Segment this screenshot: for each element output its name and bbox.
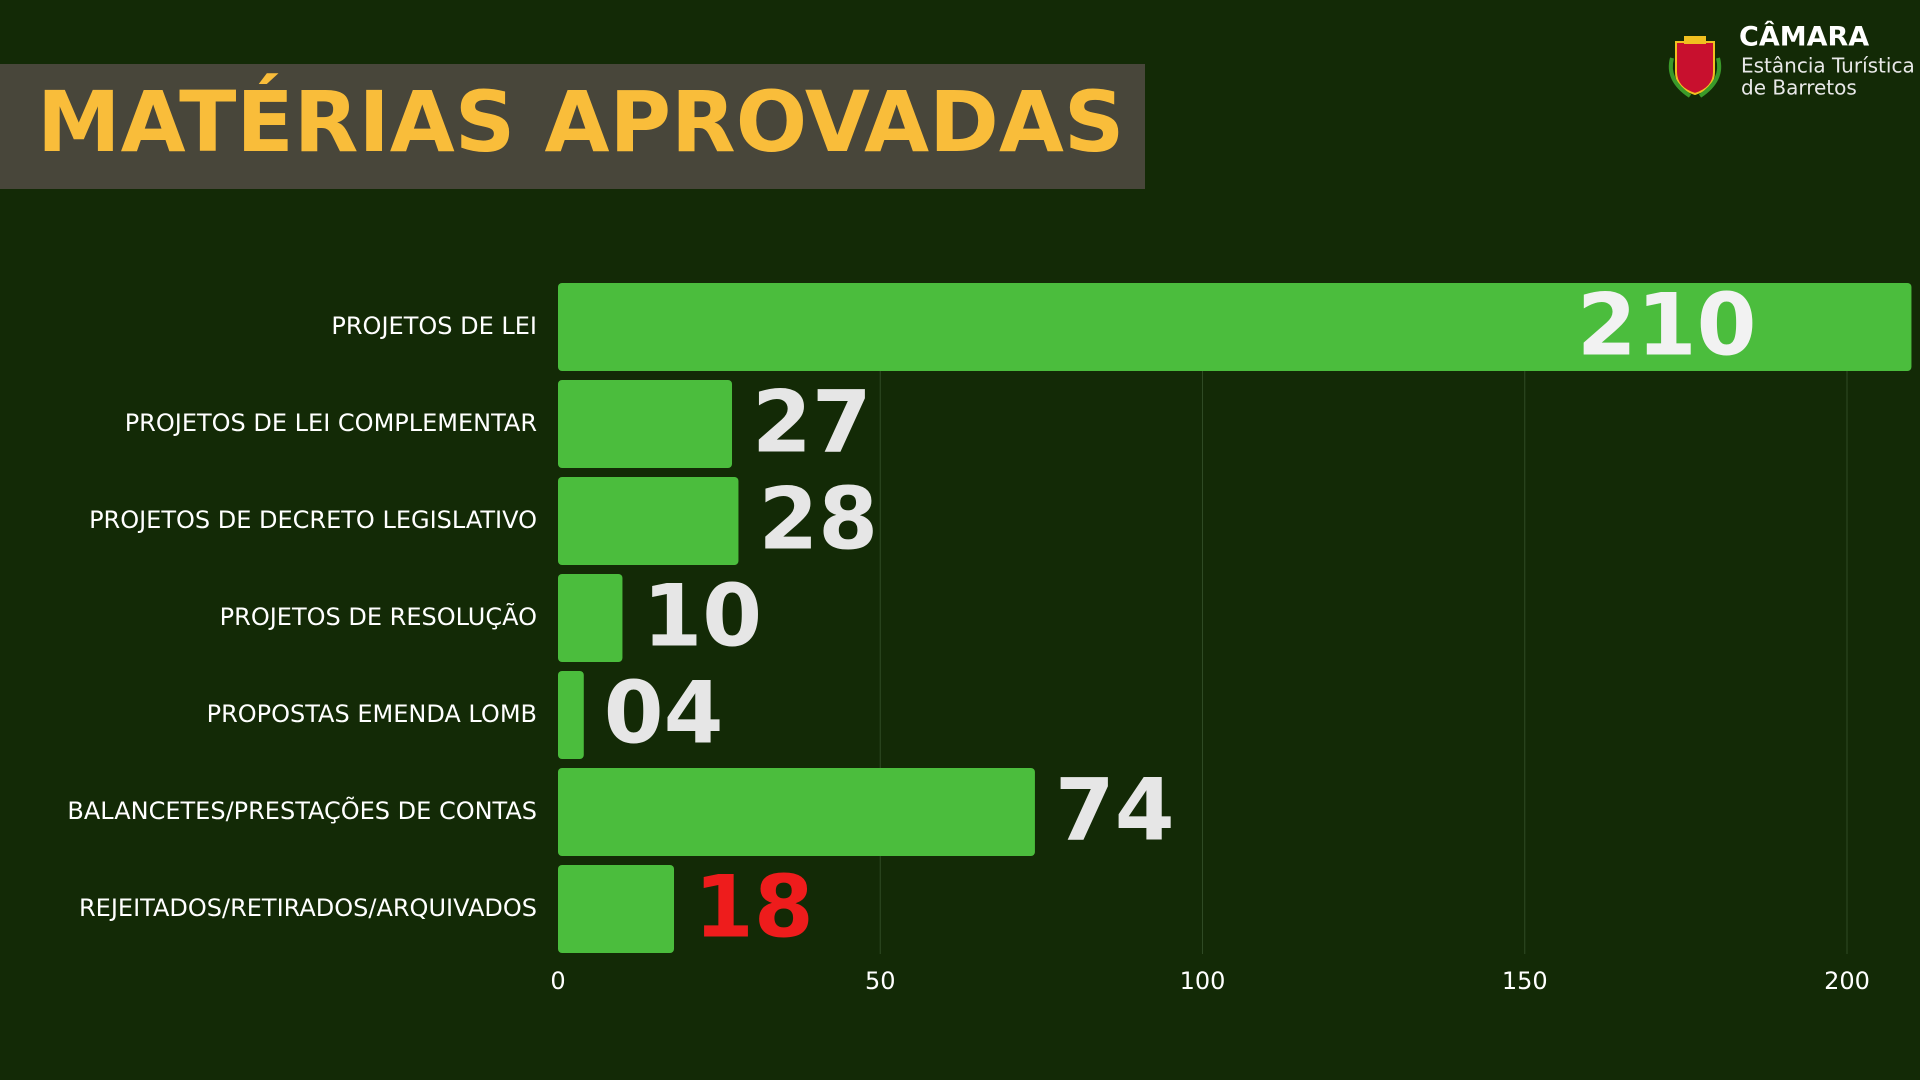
logo-emblem <box>1668 36 1722 98</box>
x-tick-label: 0 <box>550 967 565 995</box>
x-tick-label: 100 <box>1180 967 1226 995</box>
value-label: 18 <box>694 857 814 957</box>
bar <box>558 865 675 953</box>
bar <box>558 283 1912 371</box>
chart-title: MATÉRIAS APROVADAS <box>37 73 1124 171</box>
logo-subtitle: de Barretos <box>1741 76 1857 100</box>
x-tick-label: 200 <box>1824 967 1870 995</box>
bar <box>558 671 584 759</box>
y-tick-label: BALANCETES/PRESTAÇÕES DE CONTAS <box>67 795 537 825</box>
y-tick-label: PROPOSTAS EMENDA LOMB <box>207 700 537 728</box>
value-label: 10 <box>642 566 762 666</box>
value-label: 74 <box>1055 760 1175 860</box>
bar <box>558 768 1035 856</box>
x-tick-label: 150 <box>1502 967 1548 995</box>
x-tick-label: 50 <box>865 967 896 995</box>
title-band <box>0 64 1145 189</box>
y-tick-label: PROJETOS DE RESOLUÇÃO <box>220 601 537 631</box>
y-tick-label: PROJETOS DE DECRETO LEGISLATIVO <box>89 506 537 534</box>
bar <box>558 380 733 468</box>
value-label: 28 <box>758 469 878 569</box>
y-tick-label: PROJETOS DE LEI <box>331 312 537 340</box>
bar <box>558 574 623 662</box>
logo-title: CÂMARA <box>1739 21 1869 53</box>
value-label: 210 <box>1577 275 1757 375</box>
value-label: 27 <box>752 372 872 472</box>
logo-subtitle: Estância Turística <box>1741 54 1915 78</box>
y-tick-label: REJEITADOS/RETIRADOS/ARQUIVADOS <box>79 894 537 922</box>
bar <box>558 477 739 565</box>
y-tick-label: PROJETOS DE LEI COMPLEMENTAR <box>125 409 537 437</box>
value-label: 04 <box>604 663 724 763</box>
